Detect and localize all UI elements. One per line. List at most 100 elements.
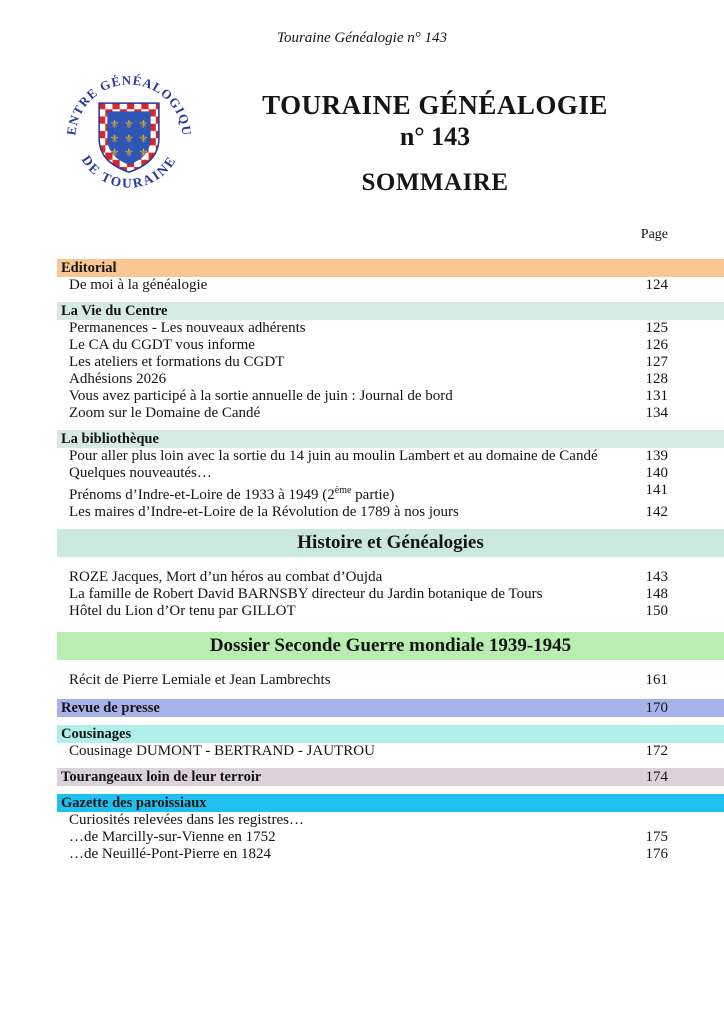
section-cousinages: Cousinages Cousinage DUMONT - BERTRAND -… <box>57 725 724 760</box>
toc-entry: Le CA du CGDT vous informe 126 <box>57 337 724 354</box>
section-page: 174 <box>645 768 669 785</box>
section-title: Dossier Seconde Guerre mondiale 1939-194… <box>209 635 572 656</box>
entry-label: ROZE Jacques, Mort d’un héros au combat … <box>69 569 383 585</box>
section-band-editorial: Editorial <box>57 259 724 277</box>
entry-page: 140 <box>645 465 669 481</box>
section-band-cousinages: Cousinages <box>57 725 724 743</box>
entry-label: Vous avez participé à la sortie annuelle… <box>69 388 453 404</box>
entry-page: 126 <box>645 337 669 353</box>
section-band-dossier: Dossier Seconde Guerre mondiale 1939-194… <box>57 632 724 660</box>
entry-page: 139 <box>645 448 669 464</box>
svg-text:⚜: ⚜ <box>124 131 134 145</box>
section-vie-du-centre: La Vie du Centre Permanences - Les nouve… <box>57 302 724 422</box>
toc-entry: Hôtel du Lion d’Or tenu par GILLOT 150 <box>57 603 724 620</box>
entry-page: 142 <box>645 504 669 520</box>
toc-entry: Prénoms d’Indre-et-Loire de 1933 à 1949 … <box>57 482 724 504</box>
svg-text:⚜: ⚜ <box>109 146 119 160</box>
svg-text:⚜: ⚜ <box>124 117 134 131</box>
entry-page: 128 <box>645 371 669 387</box>
entry-label: Adhésions 2026 <box>69 371 167 387</box>
section-title: Cousinages <box>61 725 132 742</box>
entry-page: 161 <box>645 672 669 688</box>
running-head: Touraine Généalogie n° 143 <box>276 30 448 46</box>
svg-text:⚜: ⚜ <box>109 117 119 131</box>
entry-label: Curiosités relevées dans les registres… <box>69 812 304 828</box>
entry-label: …de Neuillé-Pont-Pierre en 1824 <box>69 846 272 862</box>
toc-entry: Récit de Pierre Lemiale et Jean Lambrech… <box>57 672 724 689</box>
toc-entry: Permanences - Les nouveaux adhérents 125 <box>57 320 724 337</box>
section-band-bibliotheque: La bibliothèque <box>57 430 724 448</box>
toc-entry: Quelques nouveautés… 140 <box>57 465 724 482</box>
section-title: Editorial <box>61 259 117 276</box>
toc-entry: …de Marcilly-sur-Vienne en 1752 175 <box>57 829 724 846</box>
section-title: Tourangeaux loin de leur terroir <box>61 768 262 785</box>
section-revue-de-presse: Revue de presse 170 <box>57 699 724 717</box>
journal-title: TOURAINE GÉNÉALOGIE <box>262 90 608 120</box>
section-title: La bibliothèque <box>61 430 159 447</box>
svg-text:⚜: ⚜ <box>109 131 119 145</box>
entry-label: Le CA du CGDT vous informe <box>69 337 255 353</box>
entry-label: Permanences - Les nouveaux adhérents <box>69 320 306 336</box>
section-band-revue-de-presse: Revue de presse 170 <box>57 699 724 717</box>
entry-label: Zoom sur le Domaine de Candé <box>69 405 261 421</box>
entry-label: Prénoms d’Indre-et-Loire de 1933 à 1949 … <box>69 485 395 503</box>
entry-page: 172 <box>645 743 669 759</box>
entry-label: Récit de Pierre Lemiale et Jean Lambrech… <box>69 672 331 688</box>
entry-page: 143 <box>645 569 669 585</box>
masthead: TOURAINE GÉNÉALOGIE n° 143 SOMMAIRE <box>146 89 724 198</box>
section-title: Gazette des paroissiaux <box>61 794 207 811</box>
section-page: 170 <box>645 699 669 716</box>
entry-label: Les ateliers et formations du CGDT <box>69 354 285 370</box>
section-bibliotheque: La bibliothèque Pour aller plus loin ave… <box>57 430 724 521</box>
toc-entry: Adhésions 2026 128 <box>57 371 724 388</box>
section-gazette-des-paroissiaux: Gazette des paroissiaux Curiosités relev… <box>57 794 724 863</box>
entry-label: …de Marcilly-sur-Vienne en 1752 <box>69 829 276 845</box>
page-column-label: Page <box>640 227 668 242</box>
toc-entry: La famille de Robert David BARNSBY direc… <box>57 586 724 603</box>
section-band-vie-du-centre: La Vie du Centre <box>57 302 724 320</box>
section-title: La Vie du Centre <box>61 302 168 319</box>
fleur-de-lis-group: ⚜ ⚜ ⚜ ⚜ ⚜ ⚜ ⚜ ⚜ ⚜ <box>109 117 148 160</box>
sommaire-heading: SOMMAIRE <box>361 169 509 196</box>
touraine-shield: ⚜ ⚜ ⚜ ⚜ ⚜ ⚜ ⚜ ⚜ ⚜ <box>98 102 160 173</box>
entry-page: 148 <box>645 586 669 602</box>
toc-entry: Zoom sur le Domaine de Candé 134 <box>57 405 724 422</box>
table-of-contents: Editorial De moi à la généalogie 124 La … <box>57 259 724 863</box>
svg-text:⚜: ⚜ <box>138 131 148 145</box>
entry-page: 141 <box>645 482 669 498</box>
toc-entry: …de Neuillé-Pont-Pierre en 1824 176 <box>57 846 724 863</box>
section-band-tourangeaux: Tourangeaux loin de leur terroir 174 <box>57 768 724 786</box>
entry-page <box>558 812 724 829</box>
entry-label: Quelques nouveautés… <box>69 465 212 481</box>
entry-page: 125 <box>645 320 669 336</box>
svg-text:⚜: ⚜ <box>138 117 148 131</box>
entry-page: 134 <box>645 405 669 421</box>
entry-label: Cousinage DUMONT - BERTRAND - JAUTROU <box>69 743 375 759</box>
section-band-gazette: Gazette des paroissiaux <box>57 794 724 812</box>
section-band-histoire: Histoire et Généalogies <box>57 529 724 557</box>
entry-label: Hôtel du Lion d’Or tenu par GILLOT <box>69 603 296 619</box>
entry-label: Les maires d’Indre-et-Loire de la Révolu… <box>69 504 459 520</box>
toc-entry: De moi à la généalogie 124 <box>57 277 724 294</box>
section-title: Revue de presse <box>61 699 160 716</box>
toc-entry: Curiosités relevées dans les registres… <box>57 812 724 829</box>
entry-label: De moi à la généalogie <box>69 277 208 293</box>
toc-entry: Les maires d’Indre-et-Loire de la Révolu… <box>57 504 724 521</box>
entry-page: 127 <box>645 354 669 370</box>
entry-label: Pour aller plus loin avec la sortie du 1… <box>69 448 598 464</box>
svg-text:⚜: ⚜ <box>138 146 148 160</box>
toc-entry: ROZE Jacques, Mort d’un héros au combat … <box>57 569 724 586</box>
shield-field <box>107 111 151 165</box>
entry-page: 176 <box>645 846 669 862</box>
toc-entry: Cousinage DUMONT - BERTRAND - JAUTROU 17… <box>57 743 724 760</box>
entry-page: 124 <box>645 277 669 293</box>
cgdt-logo: CENTRE GÉNÉALOGIQUE DE TOURAINE ⚜ ⚜ ⚜ ⚜ … <box>62 66 193 191</box>
entry-page: 150 <box>645 603 669 619</box>
issue-number: n° 143 <box>399 122 471 151</box>
section-dossier-ww2: Dossier Seconde Guerre mondiale 1939-194… <box>57 632 724 689</box>
toc-entry: Pour aller plus loin avec la sortie du 1… <box>57 448 724 465</box>
section-title: Histoire et Généalogies <box>297 532 484 553</box>
entry-page: 175 <box>645 829 669 845</box>
toc-entry: Vous avez participé à la sortie annuelle… <box>57 388 724 405</box>
entry-label: La famille de Robert David BARNSBY direc… <box>69 586 543 602</box>
